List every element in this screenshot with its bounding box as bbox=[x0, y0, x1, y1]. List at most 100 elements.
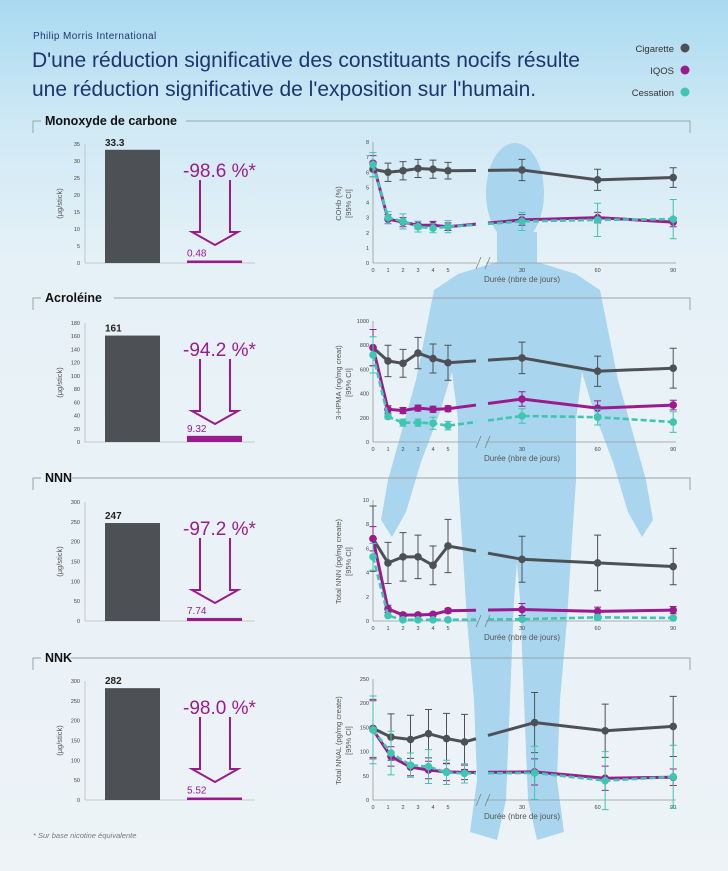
reduction-percent: -97.2 %* bbox=[183, 519, 256, 540]
y-tick-label: 10 bbox=[74, 227, 80, 233]
x-tick-label: 3 bbox=[416, 447, 419, 453]
bar-chart: 0 50 100 150 200 250 300 (µg/stick) 247 7.74 -97.2… bbox=[55, 500, 256, 625]
y-tick-label: 180 bbox=[71, 321, 80, 327]
y-tick-label: 160 bbox=[71, 334, 80, 340]
legend-label-cigarette: Cigarette bbox=[635, 44, 674, 55]
page-title-line-1: D'une réduction significative des consti… bbox=[32, 49, 580, 72]
y-tick-label: 300 bbox=[71, 500, 80, 506]
y-tick-label: 1000 bbox=[357, 319, 369, 325]
y-tick-label: 0 bbox=[77, 619, 80, 625]
bar-cigarette bbox=[105, 523, 160, 621]
x-tick-label: 60 bbox=[595, 805, 601, 811]
x-tick-label: 3 bbox=[416, 268, 419, 274]
data-point bbox=[518, 395, 526, 403]
data-point bbox=[384, 412, 392, 421]
y-axis-label: (µg/stick) bbox=[55, 546, 64, 577]
x-axis-label: Durée (nbre de jours) bbox=[484, 275, 560, 284]
bar-value-label-iqos: 9.32 bbox=[187, 424, 207, 435]
data-point bbox=[518, 354, 526, 362]
reduction-percent: -94.2 %* bbox=[183, 340, 256, 361]
data-point bbox=[384, 357, 392, 365]
y-axis-label: (µg/stick) bbox=[55, 188, 64, 219]
y-axis-label-line-1: Total NNAL (pg/mg create) bbox=[334, 696, 343, 785]
data-point bbox=[369, 726, 377, 734]
data-point bbox=[444, 166, 452, 175]
bar-chart: 0 5 10 15 20 25 30 35 (µg/stick) 33.3 0.48 -98.6 %* bbox=[55, 138, 256, 267]
y-tick-label: 200 bbox=[71, 540, 80, 546]
data-point bbox=[414, 349, 422, 357]
y-tick-label: 10 bbox=[363, 498, 369, 504]
data-point bbox=[518, 555, 526, 564]
x-tick-label: 30 bbox=[519, 447, 525, 453]
y-tick-label: 3 bbox=[366, 216, 369, 222]
data-point bbox=[601, 776, 609, 785]
x-tick-label: 1 bbox=[386, 447, 389, 453]
data-point bbox=[518, 412, 526, 420]
series-cessation bbox=[369, 695, 677, 811]
data-point bbox=[444, 606, 452, 615]
y-tick-label: 20 bbox=[74, 193, 80, 199]
y-tick-label: 800 bbox=[360, 343, 369, 349]
series-line-right bbox=[487, 217, 674, 226]
series-line-right bbox=[487, 397, 674, 410]
data-point bbox=[669, 614, 677, 622]
y-tick-label: 30 bbox=[74, 159, 80, 165]
data-point bbox=[429, 405, 437, 414]
data-point bbox=[518, 615, 526, 623]
data-point bbox=[399, 406, 407, 415]
y-tick-label: 150 bbox=[71, 560, 80, 566]
series-cigarette bbox=[369, 505, 677, 592]
data-point bbox=[414, 164, 422, 173]
footnote: * Sur base nicotine équivalente bbox=[33, 831, 136, 840]
y-tick-label: 6 bbox=[366, 170, 369, 176]
head-shape bbox=[486, 143, 544, 243]
x-tick-label: 0 bbox=[371, 805, 374, 811]
section-frame bbox=[32, 297, 691, 310]
x-axis-label: Durée (nbre de jours) bbox=[484, 812, 560, 821]
data-point bbox=[406, 761, 415, 769]
x-tick-label: 4 bbox=[431, 447, 434, 453]
bar-value-label-iqos: 0.48 bbox=[187, 249, 207, 260]
data-point bbox=[429, 615, 437, 624]
data-point bbox=[414, 418, 422, 427]
down-arrow-icon bbox=[188, 538, 242, 605]
series-line-right bbox=[487, 608, 674, 613]
data-point bbox=[414, 222, 422, 231]
data-point bbox=[399, 166, 407, 175]
data-point bbox=[414, 615, 422, 624]
bar-value-label-iqos: 5.52 bbox=[187, 786, 207, 797]
x-tick-label: 5 bbox=[446, 447, 449, 453]
legend-label-cessation: Cessation bbox=[632, 88, 674, 99]
series-line-right bbox=[487, 771, 674, 782]
x-tick-label: 1 bbox=[386, 268, 389, 274]
x-tick-label: 5 bbox=[446, 805, 449, 811]
axis-break-icon bbox=[475, 614, 491, 628]
data-point bbox=[518, 166, 526, 174]
data-point bbox=[414, 553, 422, 561]
data-point bbox=[460, 769, 469, 778]
y-tick-label: 0 bbox=[366, 619, 369, 625]
y-tick-label: 0 bbox=[77, 798, 80, 804]
x-tick-label: 30 bbox=[519, 268, 525, 274]
y-tick-label: 250 bbox=[360, 677, 369, 683]
y-axis-label-line-2: [95% CI] bbox=[344, 189, 353, 218]
down-arrow-icon bbox=[188, 359, 242, 426]
data-point bbox=[442, 768, 451, 777]
sections: Monoxyde de carbone05101520253035(µg/sti… bbox=[32, 114, 691, 821]
data-point bbox=[669, 606, 677, 614]
y-axis-label-line-2: [95% CI] bbox=[344, 368, 353, 397]
x-tick-label: 2 bbox=[401, 268, 404, 274]
x-tick-label: 0 bbox=[371, 268, 374, 274]
data-point bbox=[369, 160, 377, 169]
x-tick-label: 1 bbox=[386, 626, 389, 632]
section-title: Acroléine bbox=[45, 291, 102, 305]
data-point bbox=[444, 421, 452, 430]
y-tick-label: 100 bbox=[360, 750, 369, 756]
y-axis-label-line-1: COHb (%) bbox=[334, 186, 343, 221]
data-point bbox=[593, 413, 602, 421]
y-tick-label: 150 bbox=[71, 739, 80, 745]
brand-name: Philip Morris International bbox=[33, 31, 157, 42]
data-point bbox=[601, 726, 609, 735]
x-tick-label: 60 bbox=[595, 447, 601, 453]
